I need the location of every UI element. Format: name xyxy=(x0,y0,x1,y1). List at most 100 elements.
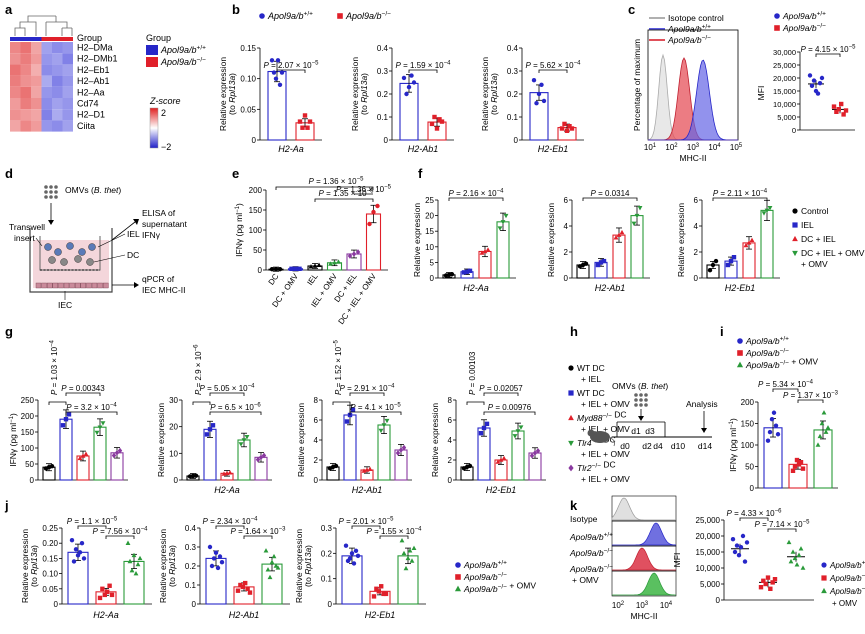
y-tick-label: 0 xyxy=(252,136,257,145)
heatmap-cell xyxy=(41,120,52,132)
iec-cell xyxy=(52,282,58,289)
y-tick-label: 10 xyxy=(169,449,178,458)
data-point xyxy=(796,552,802,557)
heatmap-cell xyxy=(20,109,31,121)
data-point xyxy=(768,586,773,591)
data-point xyxy=(743,242,749,248)
data-point xyxy=(461,270,467,275)
data-point xyxy=(347,253,353,259)
data-point xyxy=(464,269,470,274)
legend-label: Apol9a/b−/− xyxy=(463,572,507,583)
data-point xyxy=(275,58,281,63)
y-tick-label: 50 xyxy=(25,460,34,469)
heatmap-cell xyxy=(31,64,42,76)
data-point xyxy=(102,592,107,598)
data-point xyxy=(713,258,719,264)
data-point xyxy=(482,248,488,254)
y-tick-label: 15 xyxy=(425,227,434,236)
data-point xyxy=(308,264,314,269)
y-tick-label: 20,000 xyxy=(773,74,796,83)
data-point xyxy=(836,107,841,112)
data-point xyxy=(817,433,823,439)
legend-marker xyxy=(821,562,827,568)
legend-marker xyxy=(792,208,798,214)
p-value: P = 6.5 × 10−6 xyxy=(210,403,261,413)
significance-bracket xyxy=(349,411,402,415)
y-tick-label: 10 xyxy=(425,243,434,252)
heatmap-cell xyxy=(10,75,21,87)
heatmap-cell xyxy=(52,42,63,54)
y-tick-label: 200 xyxy=(21,412,35,421)
transwell-label: Transwell xyxy=(9,222,45,232)
pointer-line xyxy=(97,233,126,248)
p-value: P = 1.03 × 10−4 xyxy=(50,339,60,395)
legend-marker xyxy=(792,250,798,257)
legend-label: Tlr2−/− DC xyxy=(577,460,616,474)
p-value: P = 0.02057 xyxy=(479,384,523,393)
heatmap-cell xyxy=(31,120,42,132)
data-point xyxy=(271,553,277,559)
histogram-curve xyxy=(611,497,676,521)
data-point xyxy=(809,83,815,89)
y-tick-label: 15,000 xyxy=(696,548,721,557)
x-tick-label: 104 xyxy=(708,143,721,152)
legend-marker xyxy=(568,464,574,472)
legend-marker xyxy=(774,25,780,31)
data-point xyxy=(536,91,542,97)
heatmap-cell xyxy=(10,120,21,132)
data-point xyxy=(409,73,414,78)
gene-label: H2–D1 xyxy=(77,110,105,120)
data-point xyxy=(395,450,401,456)
data-point xyxy=(434,126,440,131)
y-axis-label: Relative expression xyxy=(430,403,440,477)
cell xyxy=(48,256,56,264)
data-point xyxy=(207,544,213,550)
data-point xyxy=(263,548,269,553)
data-point xyxy=(432,114,437,120)
data-point xyxy=(235,588,241,593)
day-label: d0 xyxy=(620,441,630,451)
x-axis-label: H2-Eb1 xyxy=(538,144,569,154)
y-tick-label: 4 xyxy=(448,436,453,445)
x-axis-label: H2-Eb1 xyxy=(365,610,396,620)
heatmap-cell xyxy=(62,53,73,65)
y-tick-label: 10,000 xyxy=(773,100,796,109)
data-point xyxy=(500,220,506,225)
data-point xyxy=(307,119,313,124)
x-axis-label: H2-Aa xyxy=(278,144,304,154)
panel-letter: e xyxy=(232,166,239,181)
elisa-label: ELISA of xyxy=(142,208,176,218)
y-axis-label: (to Rpl13a) xyxy=(227,73,237,115)
data-point xyxy=(411,80,417,85)
mouse-head xyxy=(587,429,595,437)
x-tick-label: 104 xyxy=(660,601,673,610)
significance-bracket xyxy=(65,411,118,415)
y-axis-label: IFNγ (pg ml−1) xyxy=(234,203,244,257)
data-point xyxy=(247,590,253,595)
timeline-diagram xyxy=(587,393,712,447)
histogram-curve xyxy=(612,522,677,546)
y-tick-label: 15,000 xyxy=(773,87,796,96)
data-point xyxy=(328,261,333,266)
data-point xyxy=(775,432,781,437)
p-value: P = 4.15 × 10−5 xyxy=(801,45,857,55)
data-point xyxy=(767,206,773,211)
y-axis-label: (to Rpl13a) xyxy=(29,545,39,587)
panel-letter: d xyxy=(5,166,13,181)
elisa-label: supernatant xyxy=(142,219,188,229)
day-label: d10 xyxy=(671,441,685,451)
y-tick-label: 25 xyxy=(425,196,434,205)
x-axis-label: H2-Ab1 xyxy=(408,144,439,154)
iec-cell xyxy=(91,282,98,289)
legend-label: Apol9a/b+/+ xyxy=(829,560,865,571)
data-point xyxy=(312,263,318,268)
data-point xyxy=(736,553,742,558)
data-point xyxy=(347,556,353,561)
data-point xyxy=(238,442,244,447)
data-point xyxy=(569,126,575,131)
y-axis-label: Relative expression xyxy=(480,57,490,131)
data-point xyxy=(479,250,485,255)
data-point xyxy=(740,533,746,539)
legend-label: Apol9a/b−/− xyxy=(745,348,789,359)
x-axis-label: H2-Eb1 xyxy=(486,485,517,495)
